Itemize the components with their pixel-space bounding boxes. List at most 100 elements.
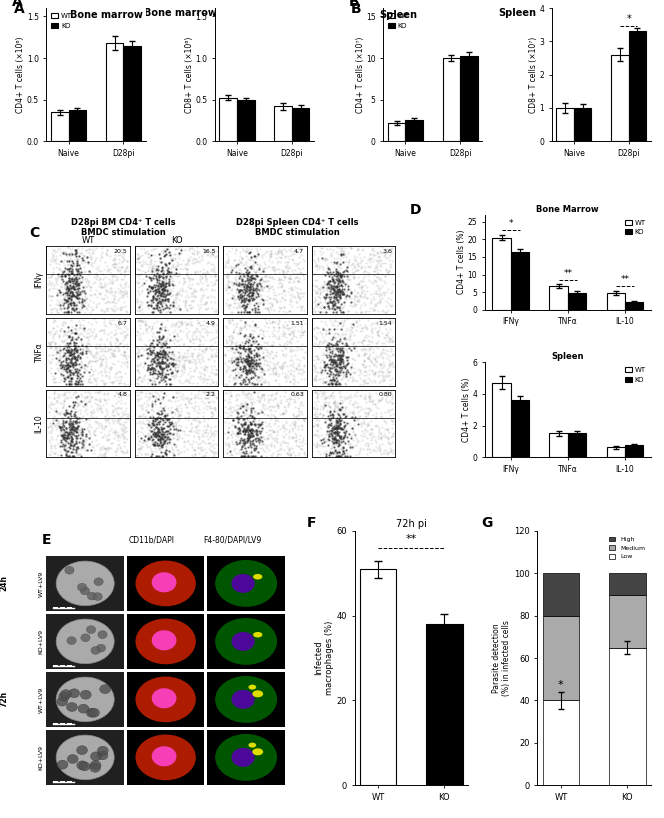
Point [342,392,353,405]
Point [323,409,333,422]
Point [276,245,286,258]
Point [335,404,345,417]
Point [60,425,70,438]
Point [385,257,396,270]
Point [322,341,333,354]
Point [189,353,200,366]
Point [169,360,180,373]
Point [341,264,352,277]
Point [233,407,244,420]
Point [138,407,149,420]
Point [76,263,86,276]
Point [167,419,178,432]
Point [316,336,327,349]
Point [224,402,235,415]
Point [260,449,271,462]
Point [323,261,333,274]
Point [242,411,253,424]
Point [331,339,342,352]
Point [336,354,347,367]
Point [346,321,357,335]
Point [68,344,79,357]
Point [181,343,192,356]
Point [239,432,250,445]
Point [248,366,258,380]
Point [249,350,260,363]
Point [117,288,127,301]
Point [153,443,164,456]
Point [89,446,100,459]
Point [98,431,108,444]
Point [110,303,120,317]
Point [153,284,163,297]
Point [153,271,164,284]
Point [94,276,105,290]
Point [167,411,177,424]
Point [146,293,157,306]
Point [104,343,115,356]
Point [332,423,343,436]
Point [322,433,333,446]
Point [70,436,81,449]
Point [319,395,329,408]
Point [246,293,257,306]
Point [176,332,187,345]
Point [60,407,71,420]
Point [207,349,217,362]
Point [248,355,259,368]
Point [250,265,260,278]
Point [72,276,82,289]
Point [201,363,212,376]
Point [329,356,340,369]
Point [230,292,241,305]
Point [353,277,363,290]
Point [135,431,146,444]
Point [199,436,210,449]
Point [313,366,323,379]
Point [115,442,125,455]
Point [241,363,252,376]
Point [311,352,322,365]
Point [248,450,258,463]
Point [100,419,110,432]
Point [122,341,132,354]
Point [360,344,371,357]
Point [110,389,120,402]
Point [252,299,263,312]
Point [350,297,361,310]
Point [350,253,361,266]
Point [146,254,157,267]
Point [237,241,248,254]
Point [78,434,88,447]
Point [349,288,360,301]
Point [62,285,73,298]
Point [227,292,238,305]
Point [153,297,163,310]
Point [62,263,73,276]
Point [68,347,79,360]
Point [109,329,120,342]
Point [346,299,357,312]
Point [163,256,174,269]
Point [68,299,79,312]
Point [325,333,336,346]
Point [137,260,147,273]
Point [240,286,250,299]
Point [329,370,339,383]
Point [191,330,201,343]
Point [288,415,299,428]
Point [169,268,180,281]
Point [263,419,274,432]
Point [115,278,125,291]
Point [325,353,336,366]
Point [165,366,176,380]
Point [102,388,113,401]
Point [68,334,78,347]
Point [383,292,394,305]
Point [155,445,166,458]
Point [48,248,58,261]
Point [252,420,263,434]
Point [369,262,380,275]
Point [110,317,120,330]
Point [256,339,267,352]
